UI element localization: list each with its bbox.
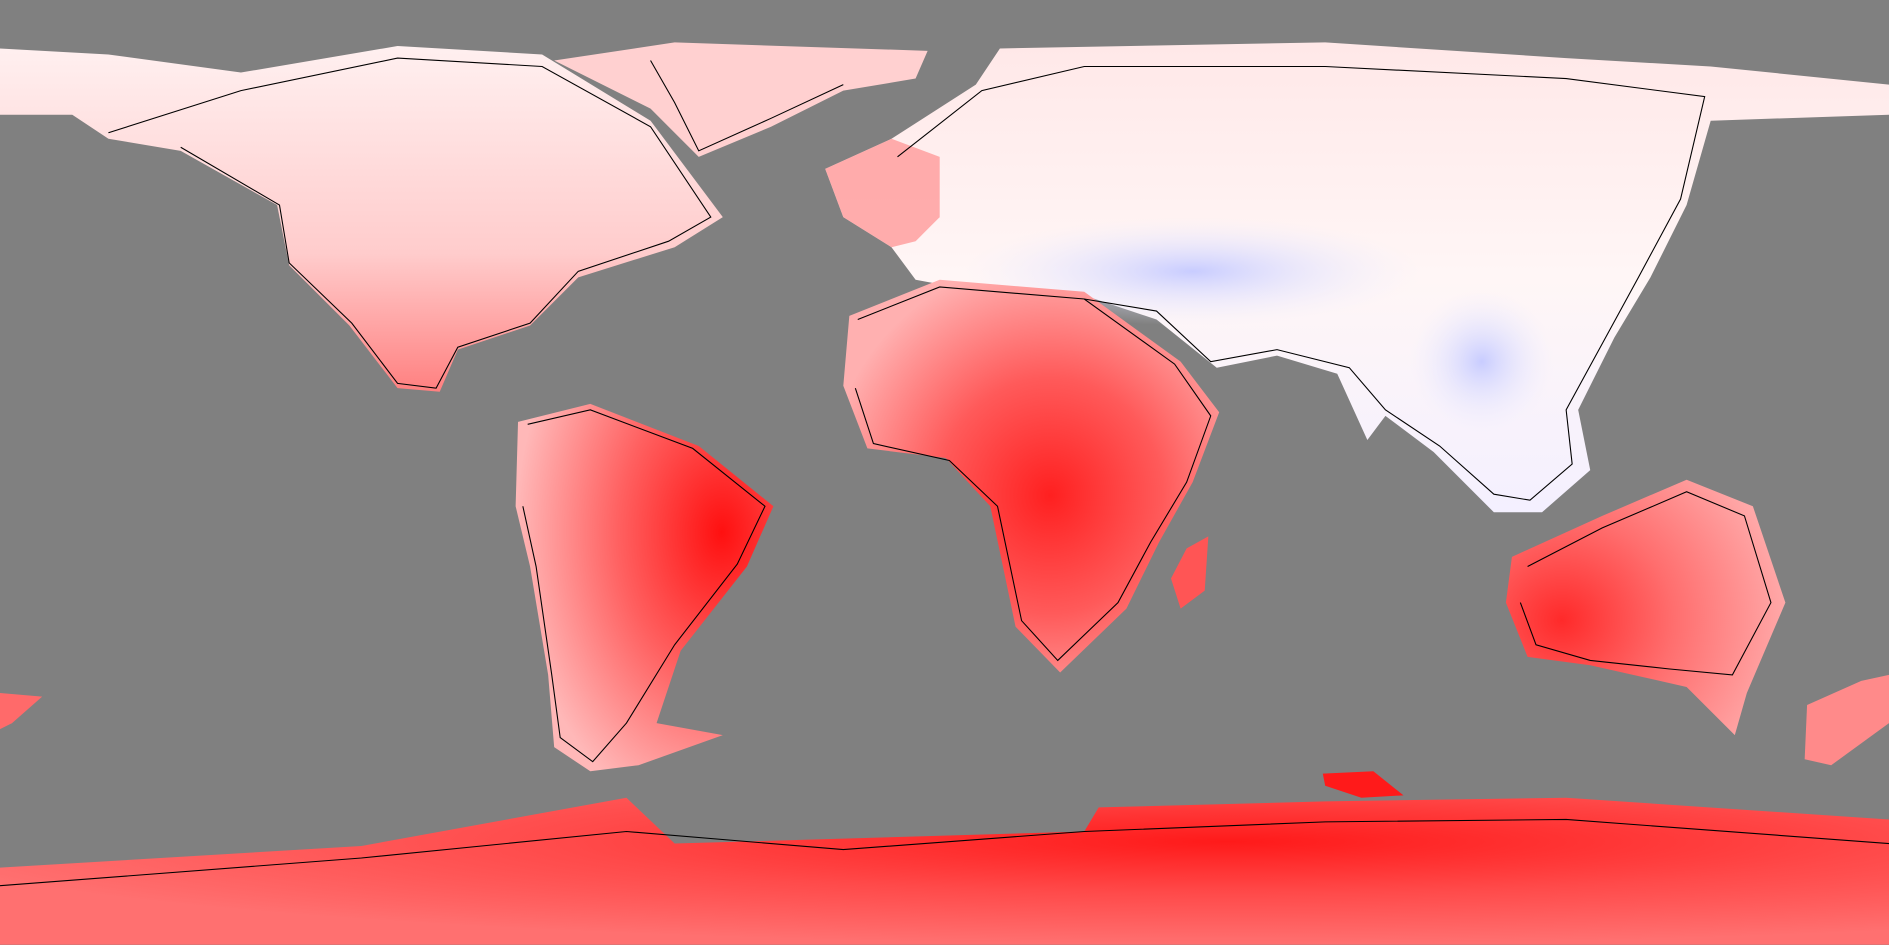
pacific-patch <box>0 692 43 730</box>
europe-warm <box>825 138 940 248</box>
cool-anomaly <box>1409 289 1555 434</box>
coastlines <box>0 57 1889 887</box>
greenland <box>554 42 928 157</box>
south-america <box>515 403 774 772</box>
australia <box>1505 479 1786 736</box>
north-america <box>0 46 723 392</box>
antarctica <box>0 797 1889 945</box>
madagascar <box>1170 536 1209 609</box>
antarctic-island <box>1322 771 1404 798</box>
new-zealand <box>1804 674 1889 766</box>
africa <box>843 279 1220 673</box>
